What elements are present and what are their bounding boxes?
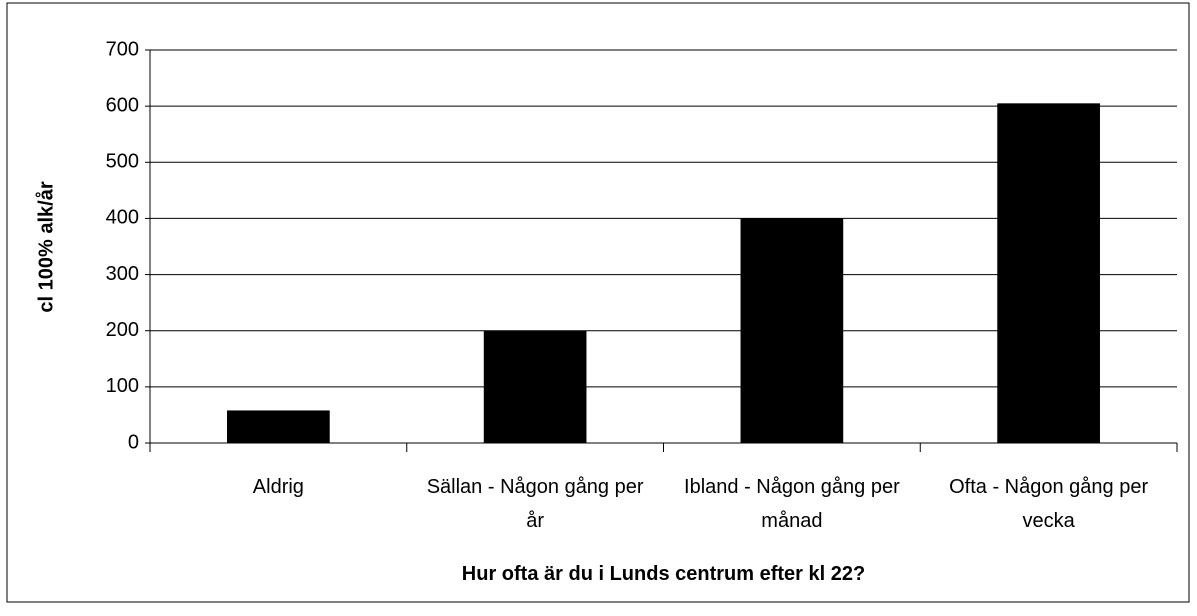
y-tick-label: 500: [106, 151, 139, 173]
x-tick-label: Aldrig: [252, 476, 304, 498]
y-tick-label: 200: [106, 319, 139, 341]
y-tick-label: 600: [106, 94, 139, 116]
x-axis-label: Hur ofta är du i Lunds centrum efter kl …: [461, 563, 866, 585]
x-tick-label: Ofta - Någon gång per vecka: [949, 476, 1149, 532]
bar: [997, 103, 1100, 443]
frame: [6, 2, 1190, 603]
bar: [740, 218, 844, 443]
bar: [483, 330, 587, 443]
y-tick-label: 400: [106, 207, 139, 229]
x-tick-label: Sällan - Någon gång per år: [426, 476, 644, 532]
y-tick-label: 0: [128, 431, 139, 453]
x-tick-label: Ibland - Någon gång per månad: [684, 476, 900, 532]
y-tick-label: 300: [106, 263, 139, 285]
y-tick-label: 700: [106, 38, 139, 60]
bar: [227, 410, 330, 443]
y-axis-label: cl 100% alk/år: [34, 181, 57, 312]
y-tick-label: 100: [106, 375, 139, 397]
